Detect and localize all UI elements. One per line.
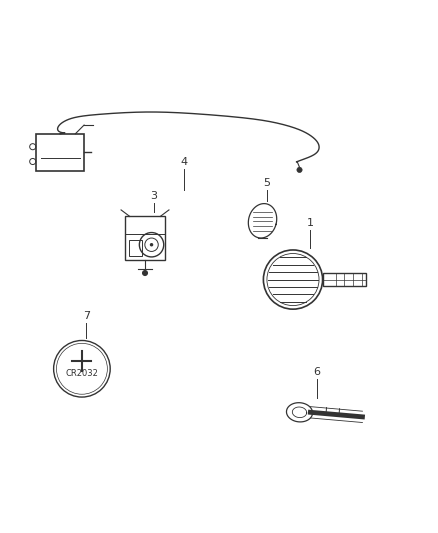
Bar [125, 216, 165, 260]
Bar [36, 134, 84, 171]
Bar [129, 240, 142, 256]
Text: 3: 3 [150, 191, 157, 201]
Circle shape [297, 167, 302, 173]
Text: 5: 5 [263, 178, 270, 188]
Bar [322, 273, 366, 286]
Circle shape [142, 270, 148, 276]
Text: CR2032: CR2032 [65, 369, 99, 378]
Text: 6: 6 [314, 367, 321, 377]
Text: 4: 4 [180, 157, 188, 167]
Text: 7: 7 [83, 311, 90, 321]
Circle shape [150, 243, 153, 246]
Text: 1: 1 [307, 218, 314, 228]
